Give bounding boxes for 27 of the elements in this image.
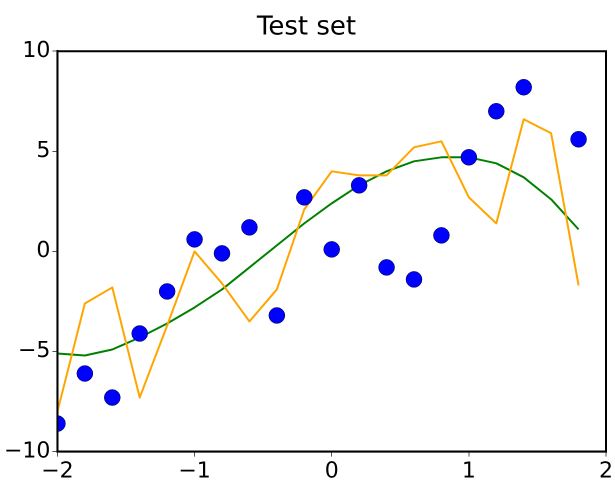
point <box>488 103 505 120</box>
point <box>323 241 340 258</box>
point <box>350 177 368 194</box>
point <box>268 307 286 324</box>
x-tick-label: 1 <box>462 458 476 484</box>
point <box>241 219 258 236</box>
point <box>406 271 422 288</box>
x-tick-label: −1 <box>178 458 211 484</box>
point <box>104 389 121 406</box>
point <box>158 283 176 300</box>
point <box>131 325 148 342</box>
point <box>460 149 478 166</box>
y-tick-label: 10 <box>22 38 50 63</box>
point <box>570 131 587 148</box>
x-tick-label: 0 <box>324 458 339 484</box>
point <box>378 259 395 276</box>
point <box>214 245 230 262</box>
point <box>296 189 313 206</box>
point <box>515 78 532 96</box>
y-tick-label: 5 <box>36 138 50 164</box>
y-tick-label: 0 <box>36 238 50 264</box>
point <box>186 231 203 248</box>
x-tick-label: 2 <box>599 458 613 484</box>
y-tick-label: −5 <box>18 338 50 364</box>
point <box>76 365 94 382</box>
point <box>433 227 450 244</box>
chart-title: Test set <box>256 11 356 42</box>
